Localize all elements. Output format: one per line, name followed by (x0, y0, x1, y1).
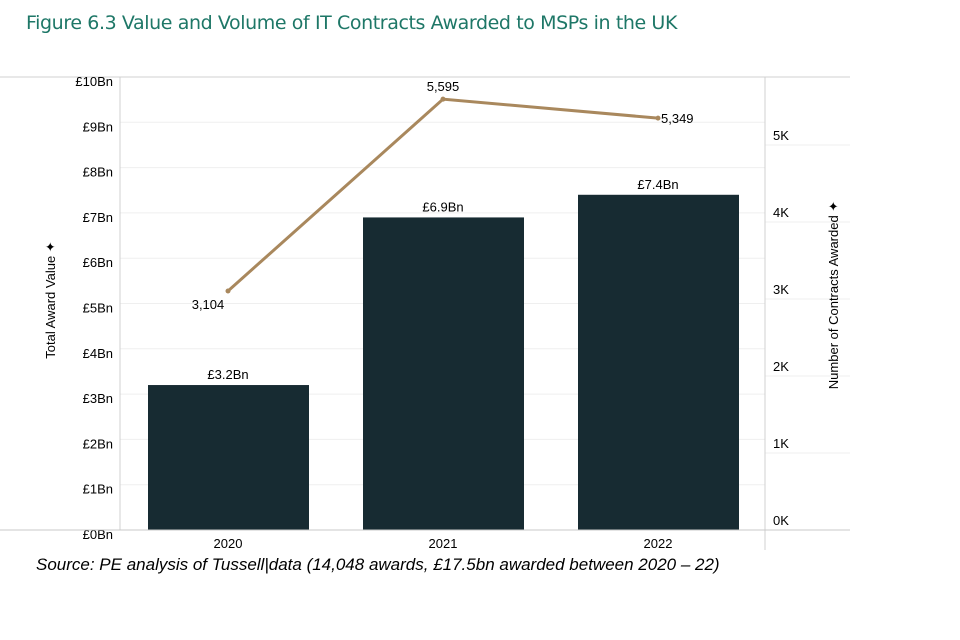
bar-label: £7.4Bn (637, 177, 678, 192)
y-tick-label: £10Bn (75, 74, 113, 89)
y-tick-label: £3Bn (83, 391, 113, 406)
y2-tick-label: 0K (773, 513, 789, 528)
bar-label: £3.2Bn (207, 367, 248, 382)
bar (363, 217, 524, 530)
y-tick-label: £5Bn (83, 301, 113, 316)
x-tick-label: 2020 (214, 536, 243, 551)
y-tick-label: £7Bn (83, 210, 113, 225)
line-point (440, 96, 446, 102)
y2-axis-title: Number of Contracts Awarded ✦ (826, 201, 841, 390)
y-tick-label: £9Bn (83, 119, 113, 134)
line-label: 5,595 (427, 79, 460, 94)
bar (578, 194, 739, 530)
bar-label: £6.9Bn (422, 199, 463, 214)
y-tick-label: £4Bn (83, 346, 113, 361)
source-note: Source: PE analysis of Tussell|data (14,… (36, 555, 720, 574)
y2-tick-label: 2K (773, 359, 789, 374)
y-tick-label: £1Bn (83, 482, 113, 497)
y2-tick-label: 1K (773, 436, 789, 451)
line-label: 3,104 (192, 297, 225, 312)
line-point (225, 288, 231, 294)
line-label: 5,349 (661, 111, 694, 126)
x-tick-label: 2022 (644, 536, 673, 551)
y2-tick-label: 3K (773, 282, 789, 297)
y-axis-title: Total Award Value ✦ (43, 241, 58, 358)
bar (148, 385, 309, 530)
y-tick-label: £2Bn (83, 436, 113, 451)
x-tick-label: 2021 (429, 536, 458, 551)
y-tick-label: £6Bn (83, 255, 113, 270)
y-tick-label: £0Bn (83, 527, 113, 542)
y2-tick-label: 5K (773, 128, 789, 143)
figure-title: Figure 6.3 Value and Volume of IT Contra… (26, 12, 678, 34)
line-point (655, 115, 661, 121)
y2-tick-label: 4K (773, 205, 789, 220)
y-tick-label: £8Bn (83, 165, 113, 180)
